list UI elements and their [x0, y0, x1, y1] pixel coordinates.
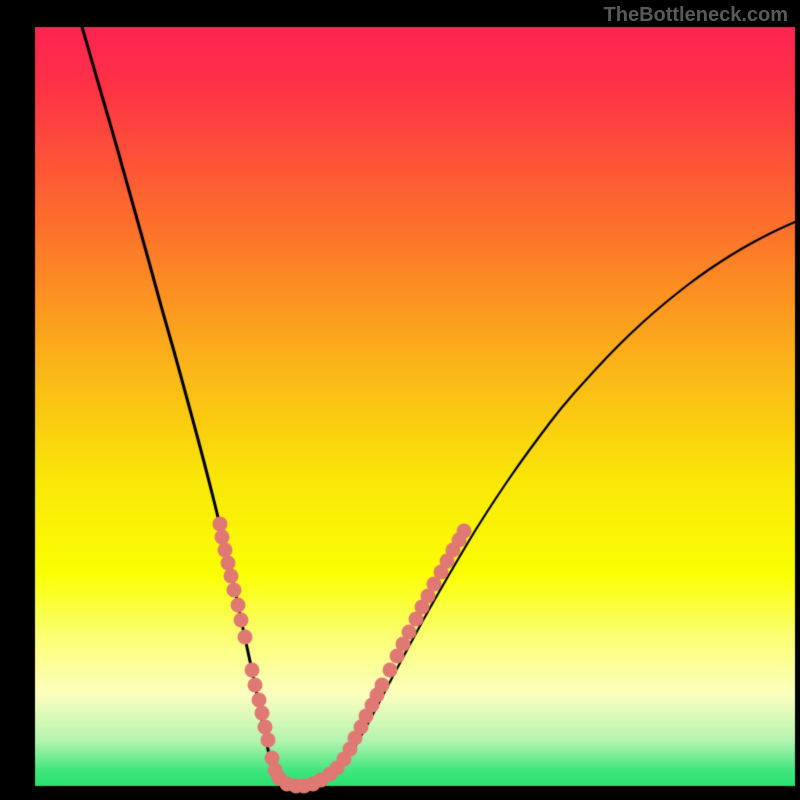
chart-container: TheBottleneck.com: [0, 0, 800, 800]
gradient-curve-canvas: [0, 0, 800, 800]
watermark-text: TheBottleneck.com: [604, 4, 788, 27]
